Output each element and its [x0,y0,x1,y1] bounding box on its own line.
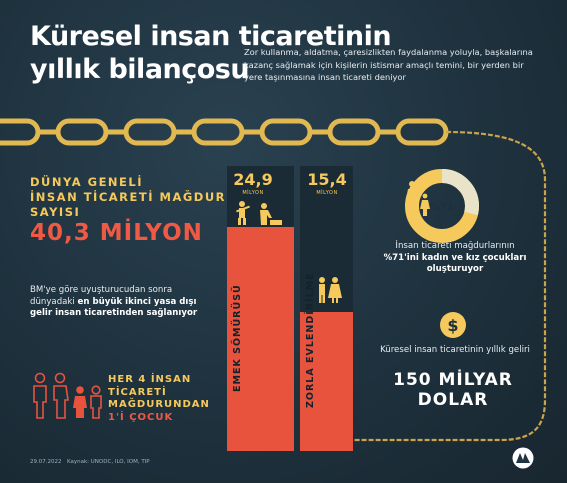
children-note: HER 4 İNSAN TİCARETİ MAĞDURUNDAN 1'İ ÇOC… [108,374,210,423]
women-share-donut: %71 [405,169,479,243]
subtitle-description: Zor kullanma, aldatma, çaresizlikten fay… [244,47,533,82]
page-title: Küresel insan ticaretinin yıllık bilanço… [30,21,392,85]
bar-label-1: EMEK SÖMÜRÜSÜ [232,284,243,392]
bar-value-2: 15,4 [307,170,347,189]
forced-marriage-couple-icon [319,277,342,303]
annual-profit-value: 150 MİLYAR DOLAR [393,370,513,410]
annual-profit-text: Küresel insan ticaretinin yıllık geliri [380,345,530,355]
bar-value-1: 24,9 [233,170,273,189]
bar-zorla-evlendirilme [300,312,353,451]
svg-text:$: $ [447,316,458,335]
footer-date: 29.07.2022 [30,459,62,465]
global-victims-label: DÜNYA GENELİ İNSAN TİCARETİ MAĞDURU SAYI… [30,175,237,219]
bar-emek-somurusu [227,227,294,451]
labor-workers-icon [236,201,282,225]
family-people-icon [33,372,102,419]
footer-source: Kaynak: UNODC, ILO, IOM, TIP [67,459,150,465]
aa-logo-icon [512,447,534,469]
global-victims-value: 40,3 MİLYON [30,220,203,246]
bar-unit-1: MİLYON [242,190,264,196]
woman-girl-icon [405,181,430,217]
women-share-percent: %71 [430,202,454,213]
bar-unit-2: MİLYON [316,190,338,196]
bar-label-2: ZORLA EVLENDİRİLME [305,272,316,408]
women-share-text: İnsan ticareti mağdurlarının %71'ini kad… [383,241,527,274]
dollar-coin-icon: $ [440,312,466,338]
un-note: BM'ye göre uyuşturucudan sonra dünyadaki… [30,285,198,318]
